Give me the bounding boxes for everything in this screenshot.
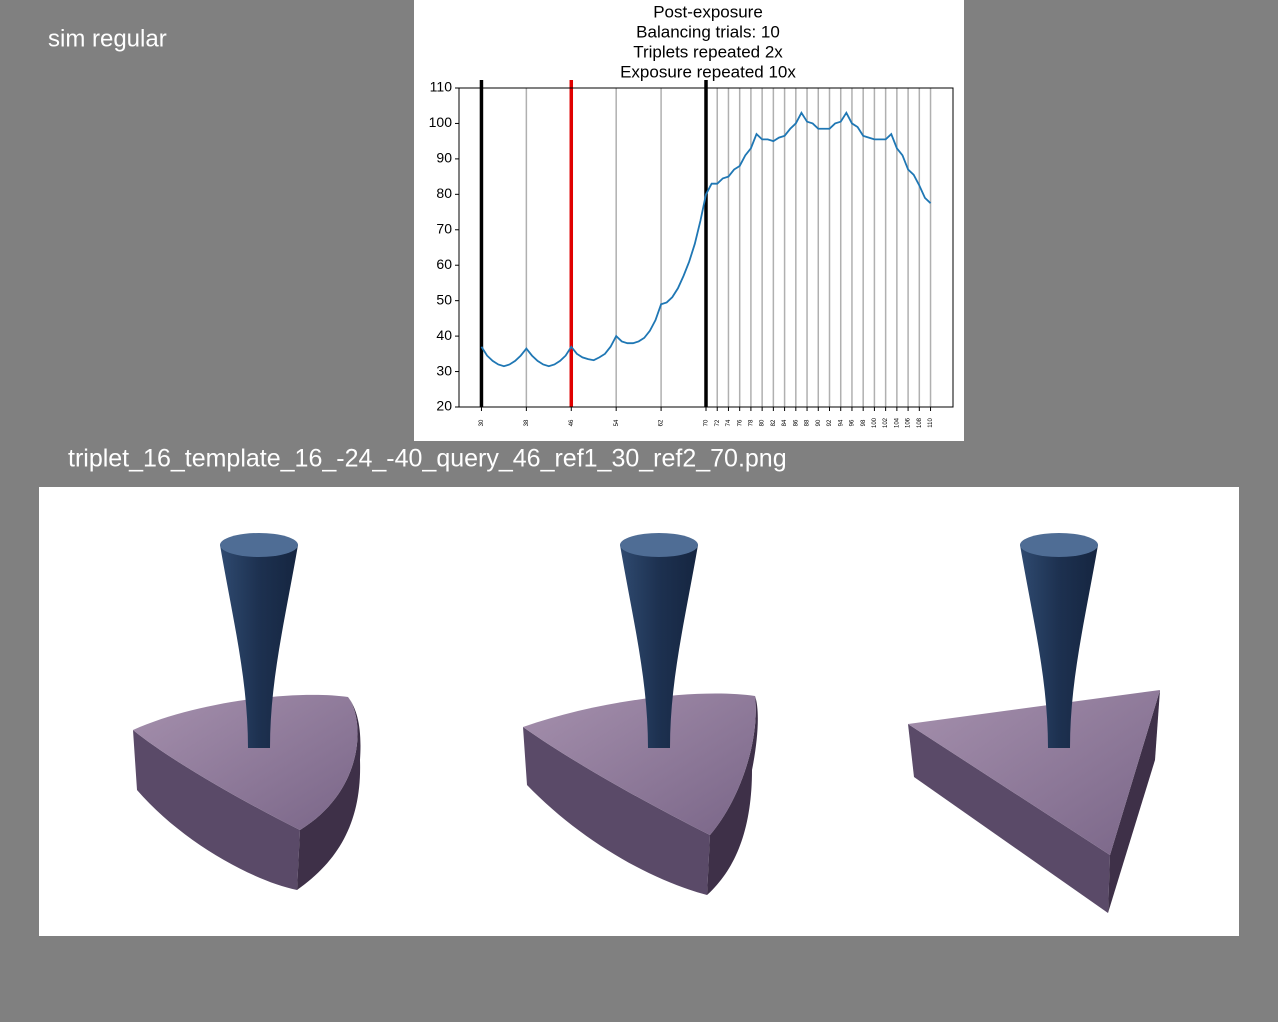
data-line — [480, 111, 932, 368]
chart-title: Balancing trials: 10 — [636, 22, 780, 41]
y-tick-label: 40 — [436, 327, 452, 343]
x-tick-label: 30 — [479, 419, 485, 426]
x-tick-label: 104 — [894, 417, 900, 428]
y-tick-label: 50 — [436, 291, 452, 307]
x-tick-label: 88 — [805, 419, 811, 426]
label: sim regular — [48, 25, 167, 52]
x-tick-label: 74 — [726, 419, 732, 426]
x-tick-label: 106 — [906, 417, 912, 428]
x-tick-label: 62 — [659, 419, 665, 426]
x-tick-label: 92 — [827, 419, 833, 426]
shape-2 — [523, 533, 758, 895]
y-tick-label: 90 — [436, 150, 452, 166]
x-tick-label: 102 — [883, 417, 889, 428]
chart-title: Post-exposure — [653, 2, 763, 21]
chart-title: Triplets repeated 2x — [633, 42, 783, 61]
x-tick-label: 80 — [760, 419, 766, 426]
x-tick-label: 82 — [771, 419, 777, 426]
x-tick-label: 84 — [782, 419, 788, 426]
x-tick-label: 76 — [737, 419, 743, 426]
x-tick-label: 108 — [917, 417, 923, 428]
filename: triplet_16_template_16_-24_-40_query_46_… — [68, 445, 787, 473]
y-tick-label: 80 — [436, 185, 452, 201]
chart-panel — [414, 0, 964, 441]
x-tick-label: 86 — [793, 419, 799, 426]
x-tick-label: 46 — [569, 419, 575, 426]
stimulus-images — [133, 533, 1160, 913]
x-tick-label: 72 — [715, 419, 721, 426]
shape-1 — [133, 533, 361, 890]
x-tick-label: 90 — [816, 419, 822, 426]
x-tick-label: 94 — [838, 419, 844, 426]
y-tick-label: 70 — [436, 220, 452, 236]
x-tick-label: 78 — [748, 419, 754, 426]
chart-title: Exposure repeated 10x — [620, 62, 796, 81]
x-tick-label: 110 — [928, 418, 934, 428]
plot-frame — [458, 87, 954, 408]
x-tick-label: 100 — [872, 417, 878, 428]
y-tick-label: 60 — [436, 256, 452, 272]
x-tick-label: 54 — [614, 419, 620, 426]
x-tick-label: 38 — [524, 419, 530, 426]
y-tick-label: 110 — [430, 79, 453, 95]
shape-3 — [908, 533, 1160, 913]
y-tick-label: 100 — [429, 114, 453, 130]
x-tick-label: 70 — [704, 419, 710, 426]
x-tick-label: 96 — [850, 419, 856, 426]
x-tick-label: 98 — [861, 419, 867, 426]
y-tick-label: 20 — [436, 398, 452, 414]
y-tick-label: 30 — [436, 362, 452, 378]
